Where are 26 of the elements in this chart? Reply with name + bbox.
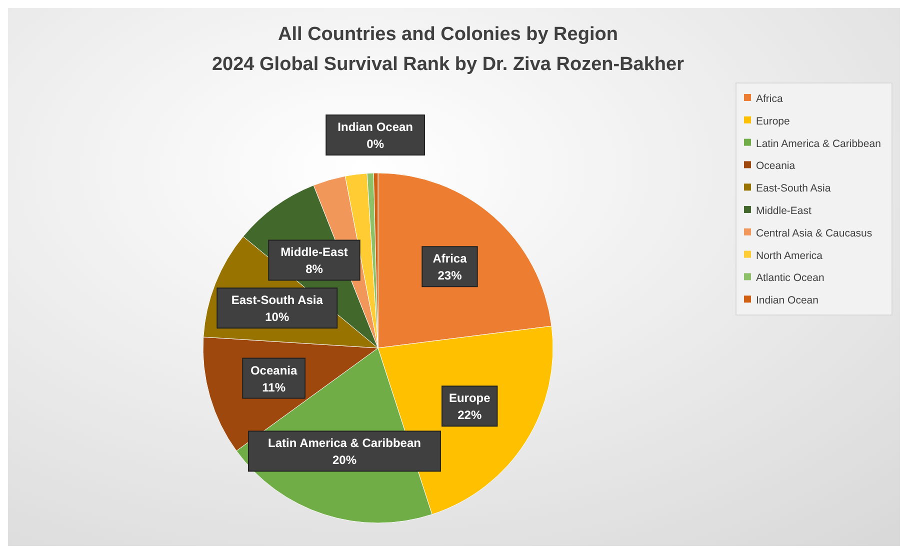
slice-label: Oceania [250,363,298,378]
legend-label: North America [756,250,823,262]
legend-label: Europe [756,115,790,128]
legend-label: Atlantic Ocean [756,272,824,284]
slice-label: Africa [432,252,468,266]
legend-label: Oceania [756,160,796,172]
legend-label: East-South Asia [756,182,831,195]
data-label: 0% [366,137,384,152]
legend-label: Latin America & Caribbean [756,138,882,150]
slice-label: Indian Ocean [338,120,414,134]
slice-label: Middle-East [280,245,348,260]
slice-label: Latin America & Caribbean [268,436,421,450]
data-label: 10% [265,310,290,324]
legend-label: Indian Ocean [756,294,819,307]
chart-title: All Countries and Colonies by Region [278,24,618,45]
legend-label: Africa [756,93,783,105]
legend-label: Central Asia & Caucasus [756,227,872,240]
data-label: 23% [438,268,462,283]
data-label: 11% [262,380,286,394]
data-label: 22% [458,408,482,422]
data-label: 8% [306,262,324,276]
data-label: 20% [332,453,357,468]
chart-subtitle: 2024 Global Survival Rank by Dr. Ziva Rozen-Bakher [212,54,685,75]
slice-label: Europe [448,391,491,406]
legend-label: Middle-East [756,205,812,217]
slice-label: East-South Asia [231,293,324,308]
